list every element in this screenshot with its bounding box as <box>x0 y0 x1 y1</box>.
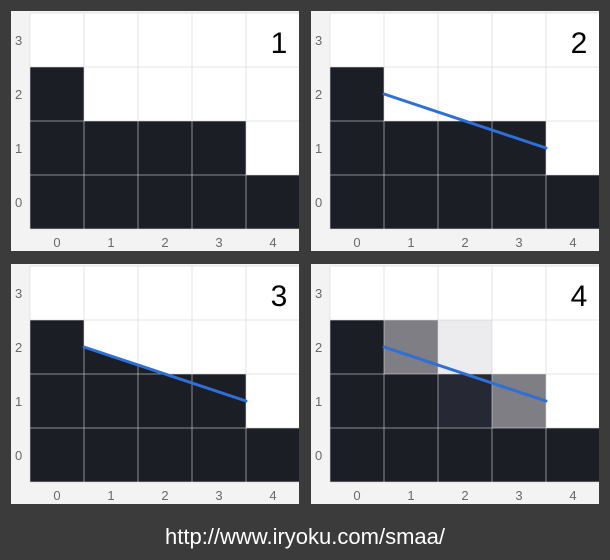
x-tick-label: 3 <box>215 235 222 250</box>
y-tick-label: 1 <box>315 141 322 156</box>
dark-cell <box>384 428 438 482</box>
dark-cell <box>84 121 138 175</box>
panel-1-diagram: 0 1 2 3 4 0 1 2 3 1 <box>15 12 299 250</box>
dark-cell <box>30 175 84 229</box>
x-tick-label: 3 <box>215 488 222 503</box>
panel-3: 0 1 2 3 4 0 1 2 3 3 <box>11 264 299 504</box>
x-tick-label: 4 <box>569 488 576 503</box>
dark-cell <box>384 374 438 428</box>
panel-number: 3 <box>271 280 288 313</box>
dark-cell <box>330 67 384 121</box>
x-tick-label: 0 <box>353 488 360 503</box>
y-tick-label: 0 <box>315 195 322 210</box>
dark-cell <box>84 374 138 428</box>
x-tick-label: 2 <box>461 235 468 250</box>
dark-cell <box>30 121 84 175</box>
dark-cell <box>330 320 384 374</box>
x-tick-label: 3 <box>515 488 522 503</box>
x-tick-label: 3 <box>515 235 522 250</box>
y-tick-label: 3 <box>315 33 322 48</box>
y-tick-label: 1 <box>315 394 322 409</box>
y-tick-label: 3 <box>15 286 22 301</box>
dark-cell <box>492 428 546 482</box>
edge-line <box>382 92 548 150</box>
dark-cell <box>30 428 84 482</box>
y-tick-label: 2 <box>15 87 22 102</box>
panel-2: 0 1 2 3 4 0 1 2 3 2 <box>311 11 599 251</box>
dark-cell <box>30 320 84 374</box>
dark-cell <box>138 374 192 428</box>
dark-cell <box>330 175 384 229</box>
dark-cell <box>246 428 299 482</box>
shaded-cell <box>384 320 438 374</box>
panel-4-diagram: 0 1 2 3 4 0 1 2 3 4 <box>315 265 599 503</box>
edge-line <box>82 345 248 403</box>
dark-cell <box>330 121 384 175</box>
dark-cell <box>138 121 192 175</box>
y-tick-label: 0 <box>15 448 22 463</box>
x-tick-label: 1 <box>407 235 414 250</box>
x-tick-label: 1 <box>107 235 114 250</box>
dark-cell <box>546 428 599 482</box>
shaded-cell <box>438 320 492 374</box>
dark-cell <box>84 175 138 229</box>
edge-line <box>382 345 548 403</box>
dark-cell <box>84 428 138 482</box>
x-tick-label: 1 <box>407 488 414 503</box>
y-tick-label: 2 <box>315 340 322 355</box>
x-tick-label: 4 <box>269 488 276 503</box>
panel-number: 4 <box>571 280 588 313</box>
panel-1: 0 1 2 3 4 0 1 2 3 1 <box>11 11 299 251</box>
shaded-cell <box>492 374 546 428</box>
y-tick-label: 0 <box>315 448 322 463</box>
dark-cell <box>438 175 492 229</box>
dark-cell <box>546 175 599 229</box>
dark-cell <box>492 175 546 229</box>
dark-cell <box>492 121 546 175</box>
y-tick-label: 2 <box>15 340 22 355</box>
y-tick-label: 1 <box>15 141 22 156</box>
x-tick-label: 0 <box>53 488 60 503</box>
dark-cell <box>246 175 299 229</box>
x-tick-label: 1 <box>107 488 114 503</box>
dark-cell <box>192 121 246 175</box>
panel-number: 1 <box>271 27 288 60</box>
x-tick-label: 4 <box>269 235 276 250</box>
x-tick-label: 2 <box>161 235 168 250</box>
dark-cell <box>30 67 84 121</box>
x-tick-label: 2 <box>461 488 468 503</box>
dark-cell <box>138 175 192 229</box>
y-tick-label: 2 <box>315 87 322 102</box>
y-tick-label: 1 <box>15 394 22 409</box>
dark-cell <box>138 428 192 482</box>
x-tick-label: 2 <box>161 488 168 503</box>
y-tick-label: 0 <box>15 195 22 210</box>
dark-cell <box>192 175 246 229</box>
dark-cell <box>192 428 246 482</box>
panel-number: 2 <box>571 27 588 60</box>
dark-cell <box>330 428 384 482</box>
shaded-cell <box>438 374 492 428</box>
dark-cell <box>438 121 492 175</box>
dark-cell <box>384 121 438 175</box>
x-tick-label: 4 <box>569 235 576 250</box>
dark-cell <box>384 175 438 229</box>
panel-4: 0 1 2 3 4 0 1 2 3 4 <box>311 264 599 504</box>
footer-url[interactable]: http://www.iryoku.com/smaa/ <box>165 524 445 549</box>
panel-3-diagram: 0 1 2 3 4 0 1 2 3 3 <box>15 265 299 503</box>
y-tick-label: 3 <box>315 286 322 301</box>
y-tick-label: 3 <box>15 33 22 48</box>
x-tick-label: 0 <box>353 235 360 250</box>
panel-2-diagram: 0 1 2 3 4 0 1 2 3 2 <box>315 12 599 250</box>
dark-cell <box>330 374 384 428</box>
dark-cell <box>30 374 84 428</box>
dark-cell <box>438 428 492 482</box>
x-tick-label: 0 <box>53 235 60 250</box>
